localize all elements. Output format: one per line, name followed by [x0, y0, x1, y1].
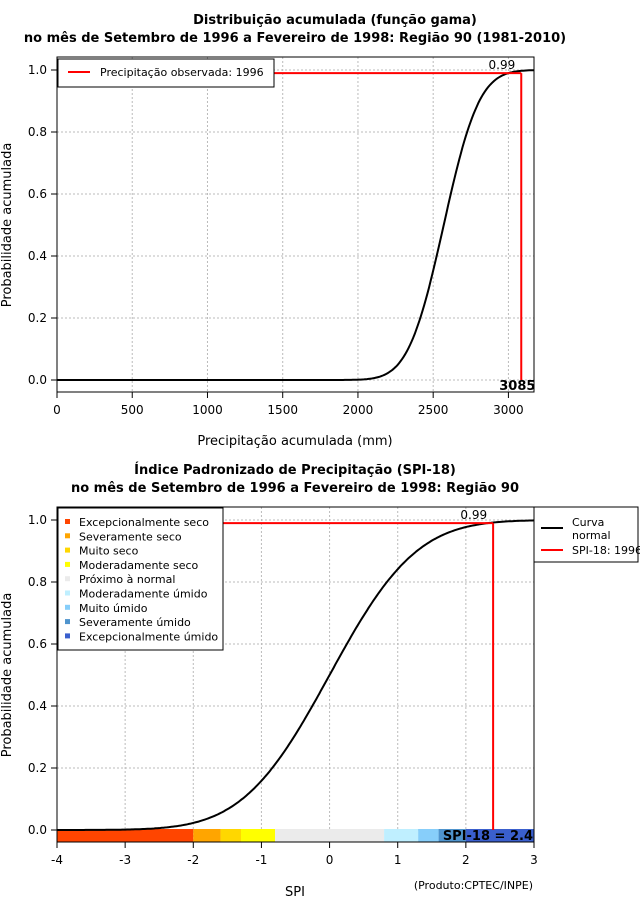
- legend-entry: Curva: [572, 516, 604, 529]
- category-swatch-icon: [65, 619, 70, 625]
- legend-entry: normal: [572, 529, 611, 542]
- x-tick-label: 3: [530, 853, 538, 867]
- chart2-title-line2: no mês de Setembro de 1996 a Fevereiro d…: [71, 481, 519, 496]
- category-band: [193, 829, 221, 842]
- y-tick-label: 0.0: [28, 373, 47, 387]
- x-tick-label: 3000: [493, 403, 524, 417]
- category-legend-entry: Muito úmido: [79, 602, 148, 615]
- category-swatch-icon: [65, 519, 70, 524]
- y-tick-label: 0.4: [28, 249, 47, 263]
- chart1-title-line1: Distribuição acumulada (função gama): [193, 13, 477, 28]
- y-tick-label-extra: 0.99: [489, 58, 516, 72]
- category-swatch-icon: [65, 633, 70, 639]
- category-legend-entry: Muito seco: [79, 545, 139, 558]
- x-tick-label: 1: [394, 853, 402, 867]
- y-tick-label: 0.0: [28, 823, 47, 837]
- category-swatch-icon: [65, 604, 70, 610]
- y-tick-label: 0.8: [28, 575, 47, 589]
- x-tick-label: 0: [326, 853, 334, 867]
- category-swatch-icon: [65, 533, 70, 539]
- category-band: [275, 829, 385, 842]
- x-tick-label: 1000: [192, 403, 223, 417]
- category-legend-box: [57, 507, 224, 651]
- observed-value-label: SPI-18 = 2.4: [443, 829, 533, 844]
- category-swatch-icon: [65, 547, 70, 553]
- category-legend-entry: Moderadamente úmido: [79, 588, 208, 601]
- y-tick-label: 0.6: [28, 187, 47, 201]
- chart1-xlabel: Precipitação acumulada (mm): [197, 434, 392, 449]
- series-legend-box: [533, 506, 639, 563]
- legend-entry: SPI-18: 1996: [572, 544, 640, 557]
- category-legend-entry: Excepcionalmente seco: [79, 516, 209, 529]
- x-tick-label: 2: [462, 853, 470, 867]
- cdf-curve: [57, 519, 534, 831]
- y-tick-label-extra: 0.99: [460, 508, 487, 522]
- y-tick-label: 0.4: [28, 699, 47, 713]
- chart2-xlabel: SPI: [285, 885, 305, 900]
- category-swatch-icon: [65, 590, 70, 596]
- y-tick-label: 0.2: [28, 761, 47, 775]
- footer-credit: (Produto:CPTEC/INPE): [414, 879, 533, 892]
- category-band: [465, 829, 534, 842]
- y-tick-label: 0.2: [28, 311, 47, 325]
- category-legend-entry: Excepcionalmente úmido: [79, 630, 218, 643]
- legend-entry: Precipitação observada: 1996: [100, 66, 264, 79]
- observed-value-label: 3085.3: [499, 379, 549, 394]
- category-legend-entry: Moderadamente seco: [79, 559, 199, 572]
- category-band: [240, 829, 276, 842]
- category-legend-entry: Severamente úmido: [79, 616, 191, 629]
- y-tick-label: 0.6: [28, 637, 47, 651]
- y-tick-label: 1.0: [28, 513, 47, 527]
- category-band: [384, 829, 419, 842]
- x-tick-label: 0: [53, 403, 61, 417]
- category-swatch-icon: [65, 576, 70, 582]
- x-tick-label: -2: [187, 853, 199, 867]
- category-legend-entry: Próximo à normal: [79, 573, 175, 586]
- y-tick-label: 1.0: [28, 63, 47, 77]
- x-tick-label: 500: [121, 403, 144, 417]
- chart2-title-line1: Índice Padronizado de Precipitação (SPI-…: [134, 462, 456, 478]
- category-band: [438, 829, 466, 842]
- x-tick-label: 1500: [267, 403, 298, 417]
- chart1-ylabel: Probabilidade acumulada: [0, 143, 15, 308]
- x-tick-label: -1: [255, 853, 267, 867]
- chart2-ylabel: Probabilidade acumulada: [0, 593, 15, 758]
- chart1-title-line2: no mês de Setembro de 1996 a Fevereiro d…: [24, 31, 566, 46]
- legend-box: [57, 58, 275, 88]
- category-band: [220, 829, 241, 842]
- cdf-curve: [57, 69, 534, 381]
- x-tick-label: 2500: [418, 403, 449, 417]
- x-tick-label: -3: [119, 853, 131, 867]
- category-band: [418, 829, 439, 842]
- category-band: [57, 829, 194, 842]
- category-swatch-icon: [65, 561, 70, 567]
- x-tick-label: 2000: [343, 403, 374, 417]
- x-tick-label: -4: [51, 853, 63, 867]
- category-legend-entry: Severamente seco: [79, 530, 182, 543]
- plot-frame: [56, 506, 535, 843]
- y-tick-label: 0.8: [28, 125, 47, 139]
- plot-frame: [56, 56, 535, 393]
